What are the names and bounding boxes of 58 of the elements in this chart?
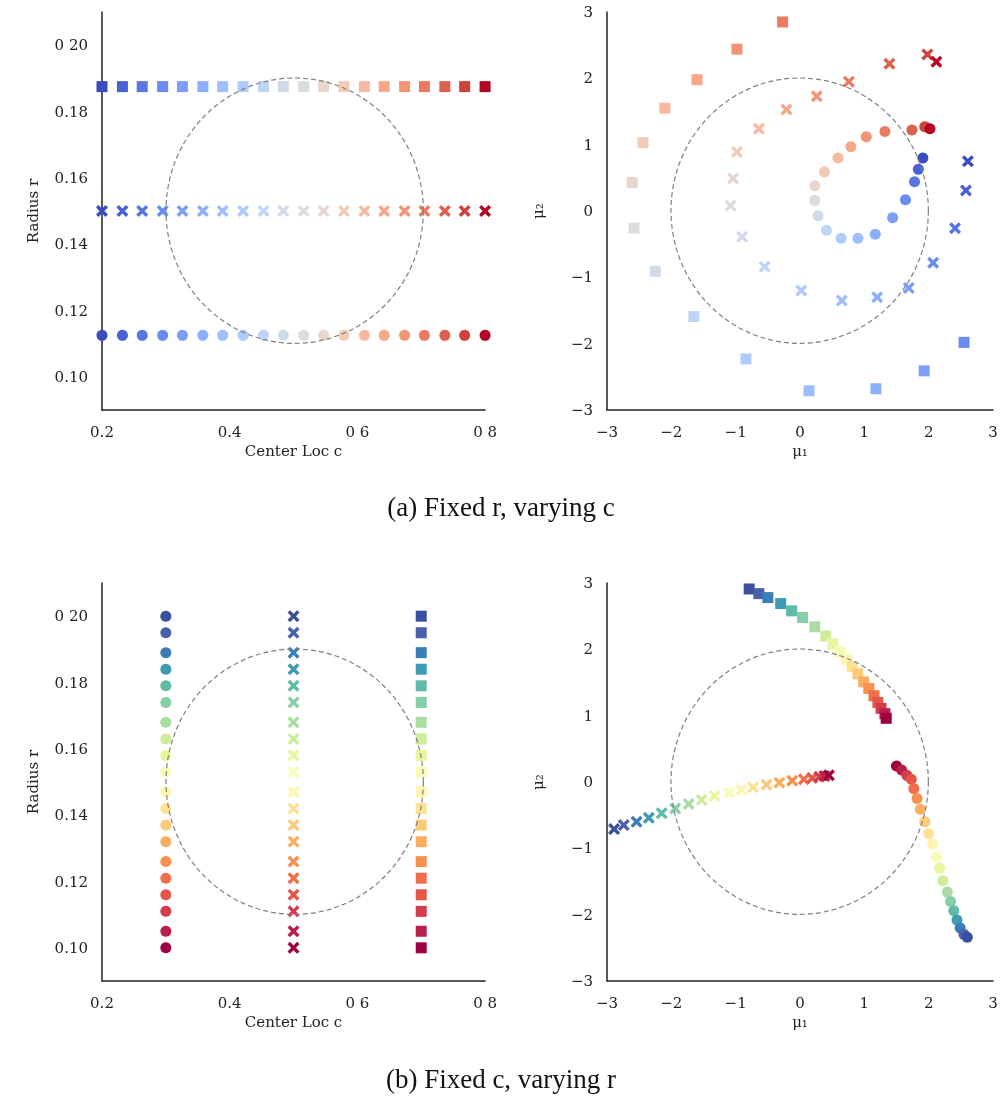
x-tick-label: 0 8 bbox=[473, 993, 497, 1012]
text: (b) Fixed c, varying r bbox=[384, 1064, 618, 1095]
x-tick-label: −3 bbox=[595, 993, 619, 1012]
x-tick-label: 0 6 bbox=[345, 422, 370, 441]
y-tick-label: 3 bbox=[583, 3, 593, 21]
x-tick-label: 3 bbox=[988, 993, 998, 1012]
y-tick-label: −3 bbox=[570, 401, 593, 419]
y-tick-label: 0.18 bbox=[54, 673, 88, 692]
x-tick-label: −3 bbox=[595, 422, 619, 441]
x-tick-label: 1 bbox=[859, 993, 870, 1012]
x-axis-title: Center Loc c bbox=[244, 1013, 343, 1032]
x-tick-label: 0.2 bbox=[90, 993, 114, 1012]
y-tick-label: 0.10 bbox=[54, 938, 88, 957]
x-tick-label: 0 6 bbox=[345, 993, 370, 1012]
x-tick-label: 0.4 bbox=[217, 422, 242, 441]
y-tick-label: −1 bbox=[570, 839, 593, 858]
y-tick-label: 0 20 bbox=[54, 36, 88, 55]
y-tick-label: 0 bbox=[583, 202, 593, 220]
y-tick-label: 0.16 bbox=[54, 739, 88, 758]
y-tick-label: 0.10 bbox=[54, 367, 88, 386]
y-tick-label: 0.14 bbox=[54, 806, 88, 825]
x-tick-label: −2 bbox=[660, 422, 683, 441]
x-axis-title: μ₁ bbox=[792, 442, 808, 461]
y-tick-label: 3 bbox=[583, 574, 593, 592]
y-tick-label: −1 bbox=[570, 268, 593, 287]
x-tick-label: 0 bbox=[795, 993, 805, 1012]
y-axis-title: μ₂ bbox=[528, 774, 547, 790]
x-tick-label: 1 bbox=[859, 422, 870, 441]
y-tick-label: 0 bbox=[583, 773, 593, 791]
y-tick-label: 2 bbox=[583, 69, 593, 88]
x-tick-label: 2 bbox=[923, 993, 934, 1012]
y-tick-label: 0.16 bbox=[54, 168, 88, 187]
y-tick-label: −2 bbox=[570, 334, 593, 353]
x-axis-title: μ₁ bbox=[792, 1013, 808, 1032]
x-tick-label: −1 bbox=[724, 422, 747, 441]
y-tick-label: −3 bbox=[570, 972, 593, 990]
y-axis-title: Radius r bbox=[23, 178, 42, 244]
x-axis-title: Center Loc c bbox=[244, 442, 343, 461]
y-tick-label: 1 bbox=[583, 706, 593, 725]
x-tick-label: −2 bbox=[660, 993, 683, 1012]
x-tick-label: 0.2 bbox=[90, 422, 114, 441]
y-axis-title: μ₂ bbox=[528, 203, 547, 219]
y-tick-label: 0.14 bbox=[54, 235, 88, 254]
x-tick-label: 0.4 bbox=[217, 993, 242, 1012]
y-tick-label: 1 bbox=[583, 135, 593, 154]
x-tick-label: 0 bbox=[795, 422, 805, 441]
x-tick-label: −1 bbox=[724, 993, 747, 1012]
y-tick-label: 0 20 bbox=[54, 607, 88, 626]
text: (a) Fixed r, varying c bbox=[386, 492, 616, 523]
y-tick-label: 0.12 bbox=[54, 872, 88, 891]
y-tick-label: 0.18 bbox=[54, 102, 88, 121]
y-tick-label: 0.12 bbox=[54, 301, 88, 320]
x-tick-label: 3 bbox=[988, 422, 998, 441]
y-axis-title: Radius r bbox=[23, 749, 42, 815]
x-tick-label: 2 bbox=[923, 422, 934, 441]
x-tick-label: 0 8 bbox=[473, 422, 497, 441]
y-tick-label: −2 bbox=[570, 905, 593, 924]
y-tick-label: 2 bbox=[583, 640, 593, 659]
